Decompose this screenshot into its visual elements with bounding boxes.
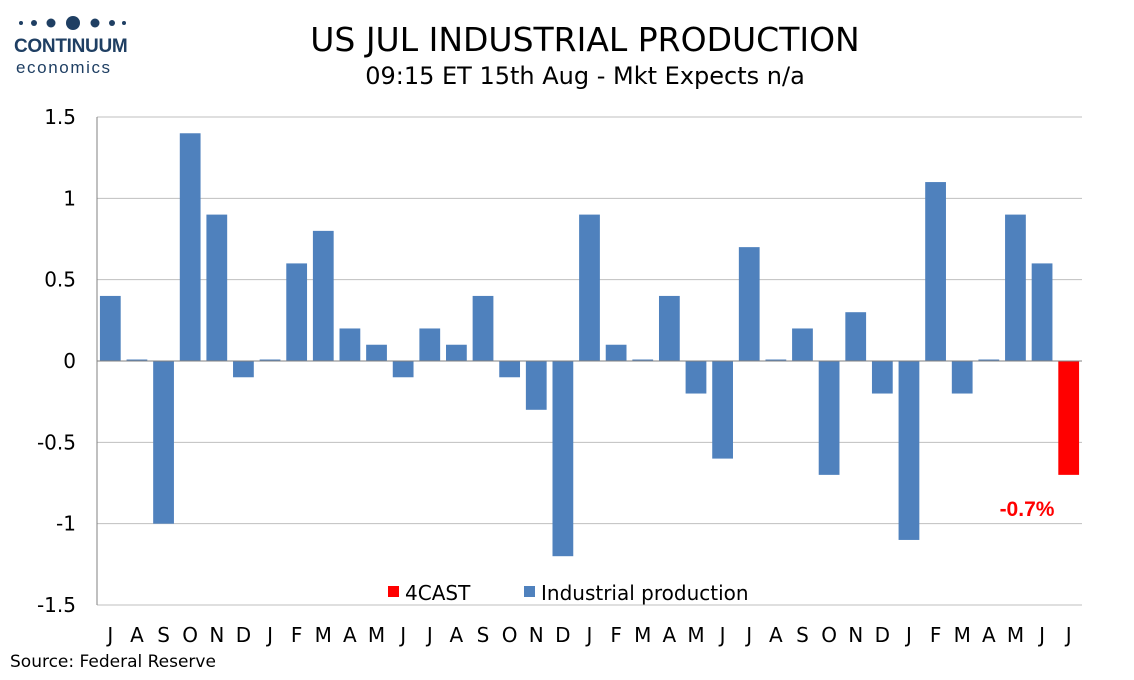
bar-industrial-production — [446, 344, 467, 361]
bar-industrial-production — [499, 361, 521, 378]
x-tick-label: M — [954, 623, 971, 647]
x-tick-label: S — [157, 623, 170, 647]
x-tick-label: A — [343, 623, 357, 647]
x-tick-label: M — [634, 623, 651, 647]
x-tick-label: A — [982, 623, 996, 647]
y-tick-label: -1.5 — [37, 593, 76, 617]
x-tick-label: J — [265, 623, 273, 647]
bar-industrial-production — [712, 361, 733, 459]
x-tick-label: D — [236, 623, 251, 647]
x-tick-label: N — [209, 623, 224, 647]
bar-industrial-production — [845, 312, 867, 361]
x-tick-label: J — [425, 623, 433, 647]
bar-industrial-production — [126, 359, 148, 361]
y-axis-ticks: 1.5 1 0.5 0 -0.5 -1 -1.5 — [37, 105, 76, 617]
x-tick-label: N — [848, 623, 863, 647]
bar-industrial-production — [658, 295, 680, 361]
bar-4cast — [1058, 361, 1080, 475]
x-tick-label: J — [105, 623, 113, 647]
x-tick-label: O — [502, 623, 518, 647]
bar-industrial-production — [552, 361, 574, 557]
x-tick-label: F — [291, 623, 303, 647]
y-tick-label: 0.5 — [44, 268, 76, 292]
chart-subtitle: 09:15 ET 15th Aug - Mkt Expects n/a — [365, 62, 805, 90]
bar-industrial-production — [685, 361, 707, 394]
bar-industrial-production — [419, 328, 441, 361]
x-tick-label: M — [687, 623, 704, 647]
forecast-annotation: -0.7% — [1000, 498, 1055, 521]
x-tick-label: A — [663, 623, 677, 647]
bar-industrial-production — [366, 344, 387, 361]
bar-industrial-production — [525, 361, 547, 410]
y-tick-label: 0 — [63, 349, 76, 373]
bar-industrial-production — [765, 359, 787, 361]
legend-label-industrial-production: Industrial production — [541, 581, 749, 605]
x-tick-label: O — [182, 623, 198, 647]
y-tick-label: 1.5 — [44, 105, 76, 129]
x-tick-label: O — [821, 623, 837, 647]
x-tick-label: M — [315, 623, 332, 647]
x-tick-label: D — [555, 623, 570, 647]
bar-industrial-production — [951, 361, 973, 394]
x-tick-label: N — [529, 623, 544, 647]
x-tick-label: J — [904, 623, 912, 647]
bar-industrial-production — [792, 328, 813, 361]
bars — [99, 133, 1080, 557]
source-note: Source: Federal Reserve — [10, 652, 216, 672]
x-tick-label: J — [718, 623, 726, 647]
legend-swatch-4cast — [388, 586, 399, 597]
bar-industrial-production — [738, 247, 760, 361]
x-tick-label: A — [130, 623, 144, 647]
bar-industrial-production — [233, 361, 254, 378]
x-tick-label: J — [1064, 623, 1072, 647]
bar-industrial-production — [339, 328, 361, 361]
x-tick-label: S — [477, 623, 490, 647]
bar-industrial-production — [312, 230, 334, 361]
x-tick-label: J — [1037, 623, 1045, 647]
x-tick-label: J — [398, 623, 406, 647]
x-tick-label: F — [930, 623, 942, 647]
legend-label-4cast: 4CAST — [405, 581, 471, 605]
bar-industrial-production — [818, 361, 840, 475]
legend-swatch-industrial-production — [524, 586, 535, 597]
logo: CONTINUUM economics — [10, 12, 140, 77]
bar-industrial-production — [206, 214, 228, 361]
bar-industrial-production — [99, 295, 121, 361]
bar-industrial-production — [1005, 214, 1026, 361]
bar-industrial-production — [259, 359, 281, 361]
legend: 4CAST Industrial production — [388, 581, 749, 605]
chart-title: US JUL INDUSTRIAL PRODUCTION — [310, 20, 860, 59]
bar-industrial-production — [579, 214, 600, 361]
y-tick-label: 1 — [63, 186, 76, 210]
y-tick-label: -0.5 — [37, 430, 76, 454]
bar-industrial-production — [605, 344, 627, 361]
logo-dots-icon — [19, 16, 126, 30]
x-tick-label: J — [585, 623, 593, 647]
logo-sub: economics — [16, 58, 112, 77]
x-tick-label: J — [744, 623, 752, 647]
bar-industrial-production — [871, 361, 893, 394]
x-tick-label: D — [875, 623, 890, 647]
bar-industrial-production — [472, 295, 494, 361]
x-tick-label: A — [769, 623, 783, 647]
bar-industrial-production — [286, 263, 308, 361]
y-tick-label: -1 — [56, 512, 76, 536]
bar-industrial-production — [392, 361, 414, 378]
bar-industrial-production — [153, 361, 174, 524]
logo-name: CONTINUUM — [14, 36, 128, 57]
bar-industrial-production — [632, 359, 654, 361]
bar-industrial-production — [179, 133, 201, 361]
x-tick-label: M — [368, 623, 385, 647]
x-tick-label: A — [450, 623, 464, 647]
bar-industrial-production — [978, 359, 1000, 361]
x-tick-label: M — [1007, 623, 1024, 647]
bar-industrial-production — [925, 182, 946, 361]
bar-industrial-production — [898, 361, 920, 540]
x-tick-label: F — [610, 623, 622, 647]
bar-industrial-production — [1031, 263, 1053, 361]
x-tick-label: S — [796, 623, 809, 647]
